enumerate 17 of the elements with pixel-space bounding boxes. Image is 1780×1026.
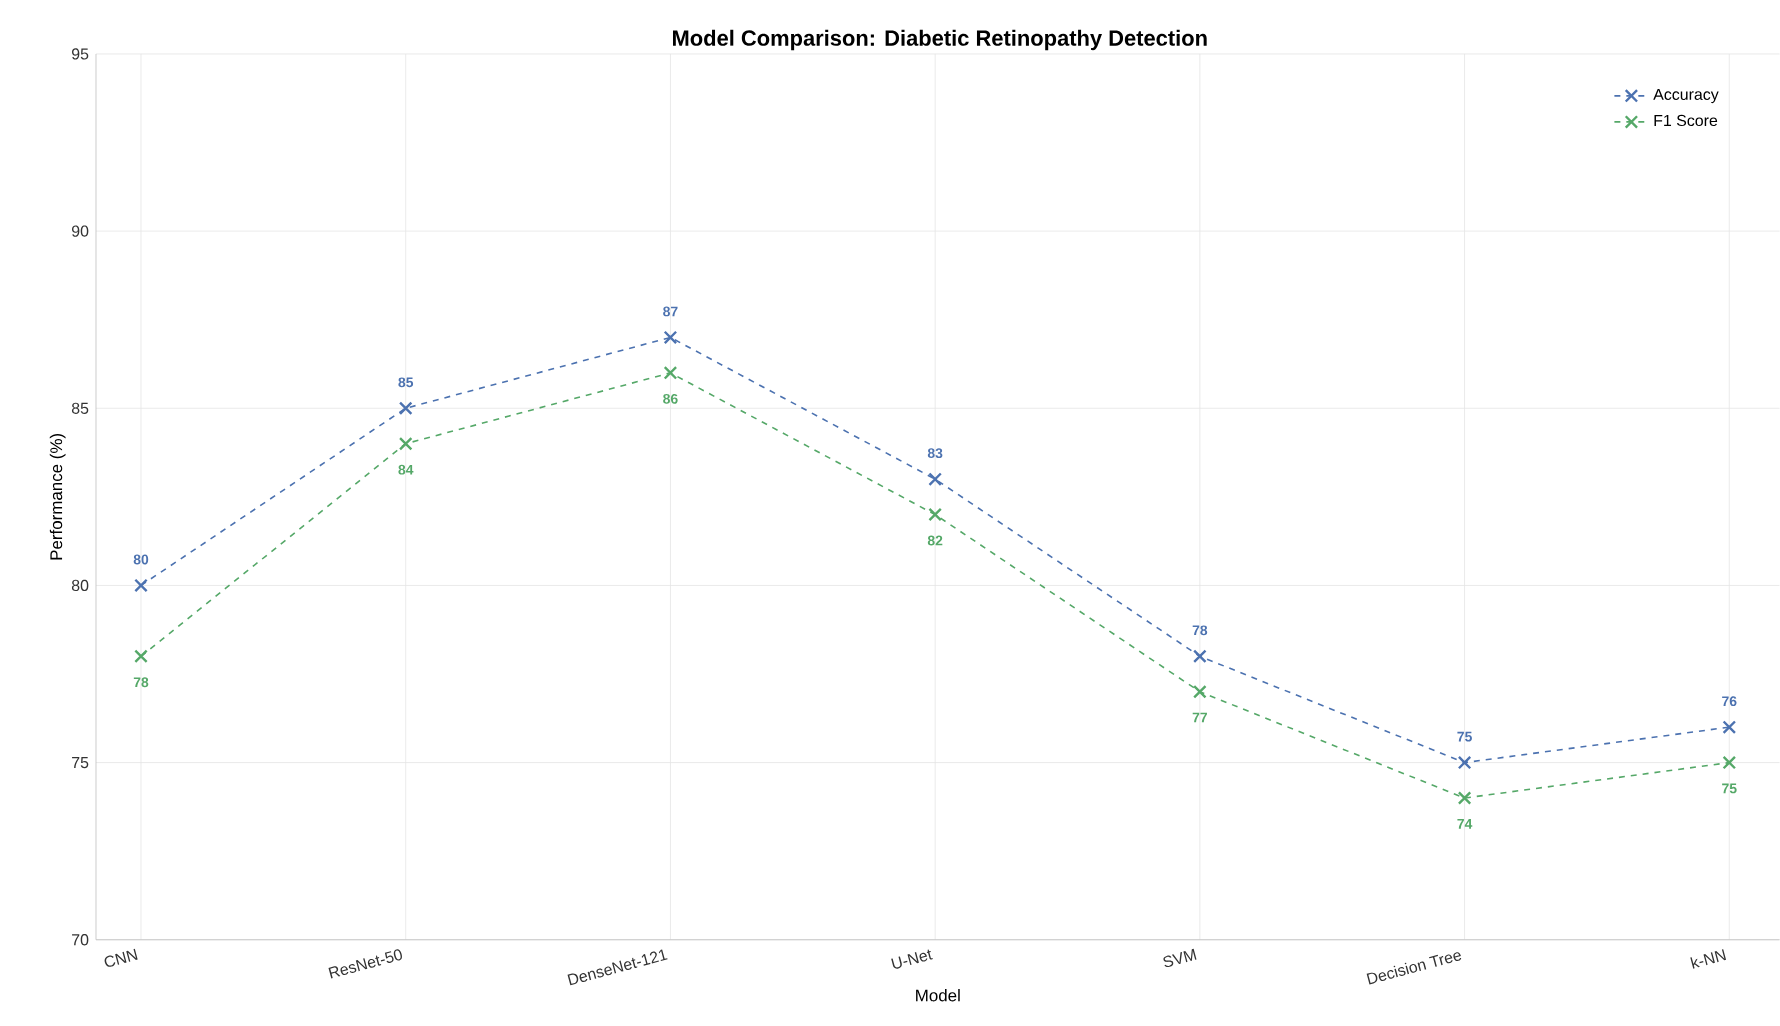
point <box>928 472 942 487</box>
point <box>1193 649 1207 664</box>
x-axis-title: Model <box>916 989 960 1002</box>
point <box>663 330 678 345</box>
point <box>663 366 678 380</box>
point <box>398 436 413 451</box>
point <box>134 578 148 593</box>
point <box>928 507 942 522</box>
point <box>1457 791 1472 805</box>
point <box>1722 720 1737 735</box>
point <box>398 401 413 416</box>
chart-title: Model Comparison: Diabetic Retinopathy Detection <box>673 29 1207 51</box>
point <box>1722 755 1737 770</box>
y-axis-title: Performance (%) <box>49 434 66 560</box>
point <box>1193 684 1207 699</box>
point <box>1457 755 1472 770</box>
point <box>134 649 148 664</box>
